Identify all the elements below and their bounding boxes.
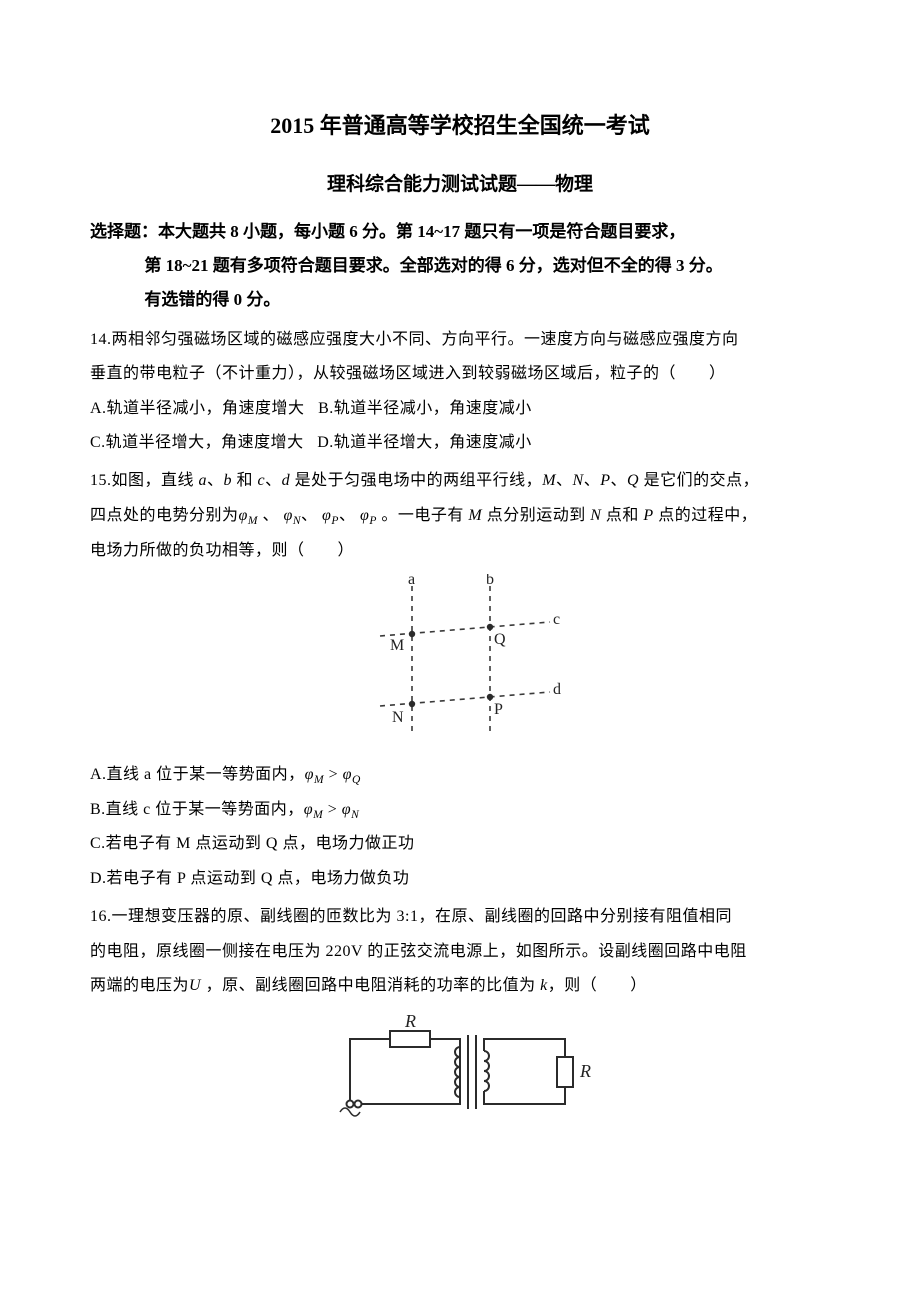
q15-P: P bbox=[600, 472, 610, 489]
q15-t7: 、 bbox=[584, 472, 601, 489]
q15-N: N bbox=[573, 472, 584, 489]
q15-c1: 、 bbox=[262, 507, 279, 524]
instructions: 选择题：本大题共 8 小题，每小题 6 分。第 14~17 题只有一项是符合题目… bbox=[90, 215, 830, 317]
q14-options-row2: C.轨道半径增大，角速度增大 D.轨道半径增大，角速度减小 bbox=[90, 426, 830, 460]
q15-optB-phiM: φ bbox=[304, 801, 313, 818]
q16-stem-line3: 两端的电压为U ，原、副线圈回路中电阻消耗的功率的比值为 k，则（ ） bbox=[90, 969, 830, 1003]
q15-diagram-svg: a b c d M Q N P bbox=[350, 574, 570, 744]
instructions-line2: 第 18~21 题有多项符合题目要求。全部选对的得 6 分，选对但不全的得 3 … bbox=[90, 249, 830, 283]
q15-fig-Q: Q bbox=[494, 631, 506, 648]
q15-fig-P: P bbox=[494, 701, 503, 718]
q15-phiP2-sub: P bbox=[369, 515, 377, 527]
q14-stem-line1: 14.两相邻匀强磁场区域的磁感应强度大小不同、方向平行。一速度方向与磁感应强度方… bbox=[90, 323, 830, 357]
question-15: 15.如图，直线 a、b 和 c、d 是处于匀强电场中的两组平行线，M、N、P、… bbox=[90, 464, 830, 896]
q15-phiN: φ bbox=[283, 507, 292, 524]
q14-options-row1: A.轨道半径减小，角速度增大 B.轨道半径减小，角速度减小 bbox=[90, 392, 830, 426]
q15-b: b bbox=[224, 472, 233, 489]
q15-c3: 、 bbox=[339, 507, 356, 524]
q16-t2: ，原、副线圈回路中电阻消耗的功率的比值为 bbox=[201, 977, 540, 994]
q15-fig-b: b bbox=[486, 574, 495, 588]
q15-a: a bbox=[199, 472, 208, 489]
q14-optA: A.轨道半径减小，角速度增大 bbox=[90, 400, 305, 417]
q15-t4: 、 bbox=[265, 472, 282, 489]
q16-circuit-svg: R R bbox=[310, 1009, 610, 1129]
q15-stem-line3: 电场力所做的负功相等，则（ ） bbox=[90, 534, 830, 568]
q15-optD: D.若电子有 P 点运动到 Q 点，电场力做负功 bbox=[90, 862, 830, 896]
q15-phiP: φ bbox=[322, 507, 331, 524]
q15-phiP-sub: P bbox=[331, 515, 339, 527]
q15-phiN-sub: N bbox=[293, 515, 301, 527]
q15-N2: N bbox=[590, 507, 601, 524]
q15-optB-sN: N bbox=[351, 809, 359, 821]
q16-figure: R R bbox=[90, 1009, 830, 1142]
q14-optC: C.轨道半径增大，角速度增大 bbox=[90, 434, 304, 451]
q15-optA-gt: > bbox=[324, 766, 343, 783]
q15-optC: C.若电子有 M 点运动到 Q 点，电场力做正功 bbox=[90, 827, 830, 861]
q15-phiP2: φ bbox=[360, 507, 369, 524]
q15-t9: 是它们的交点， bbox=[639, 472, 759, 489]
q15-optB-sM: M bbox=[313, 809, 323, 821]
q14-stem-line2: 垂直的带电粒子（不计重力），从较强磁场区域进入到较弱磁场区域后，粒子的（ ） bbox=[90, 357, 830, 391]
q15-optA-sM: M bbox=[314, 774, 324, 786]
q15-t6: 、 bbox=[556, 472, 573, 489]
q15-optB-pre: B.直线 c 位于某一等势面内， bbox=[90, 801, 304, 818]
q16-stem-line1: 16.一理想变压器的原、副线圈的匝数比为 3:1，在原、副线圈的回路中分别接有阻… bbox=[90, 900, 830, 934]
q15-stem-line2: 四点处的电势分别为φM 、 φN、 φP、 φP 。一电子有 M 点分别运动到 … bbox=[90, 499, 830, 534]
q15-s2c: 点分别运动到 bbox=[482, 507, 590, 524]
q16-stem-line2: 的电阻，原线圈一侧接在电压为 220V 的正弦交流电源上，如图所示。设副线圈回路… bbox=[90, 935, 830, 969]
question-16: 16.一理想变压器的原、副线圈的匝数比为 3:1，在原、副线圈的回路中分别接有阻… bbox=[90, 900, 830, 1143]
q15-t1: 15.如图，直线 bbox=[90, 472, 199, 489]
q15-M: M bbox=[542, 472, 556, 489]
q15-optA: A.直线 a 位于某一等势面内，φM > φQ bbox=[90, 758, 830, 793]
q15-t8: 、 bbox=[611, 472, 628, 489]
question-14: 14.两相邻匀强磁场区域的磁感应强度大小不同、方向平行。一速度方向与磁感应强度方… bbox=[90, 323, 830, 461]
instructions-line1: 选择题：本大题共 8 小题，每小题 6 分。第 14~17 题只有一项是符合题目… bbox=[90, 215, 830, 249]
exam-page: 2015 年普通高等学校招生全国统一考试 理科综合能力测试试题——物理 选择题：… bbox=[0, 0, 920, 1302]
q15-optB-phiN: φ bbox=[342, 801, 351, 818]
q15-optA-phiM: φ bbox=[305, 766, 314, 783]
q15-s2e: 点的过程中， bbox=[654, 507, 758, 524]
q15-optA-pre: A.直线 a 位于某一等势面内， bbox=[90, 766, 305, 783]
q15-t3: 和 bbox=[232, 472, 258, 489]
q15-s2d: 点和 bbox=[601, 507, 643, 524]
q15-optB: B.直线 c 位于某一等势面内，φM > φN bbox=[90, 793, 830, 828]
q15-Q: Q bbox=[627, 472, 639, 489]
q15-s2a: 四点处的电势分别为 bbox=[90, 507, 239, 524]
q15-phiM: φ bbox=[239, 507, 248, 524]
q15-optA-phiQ: φ bbox=[343, 766, 352, 783]
q15-M2: M bbox=[468, 507, 482, 524]
q14-optB: B.轨道半径减小，角速度减小 bbox=[318, 400, 532, 417]
q15-fig-c: c bbox=[553, 611, 561, 628]
instructions-line3: 有选错的得 0 分。 bbox=[90, 283, 830, 317]
q15-fig-M: M bbox=[390, 637, 405, 654]
q15-c2: 、 bbox=[301, 507, 318, 524]
q16-fig-R1: R bbox=[404, 1011, 417, 1031]
q16-t1: 两端的电压为 bbox=[90, 977, 189, 994]
q15-s2b: 。一电子有 bbox=[381, 507, 468, 524]
q15-P2: P bbox=[643, 507, 653, 524]
q15-fig-a: a bbox=[408, 574, 416, 588]
q16-t3: ，则（ ） bbox=[548, 977, 647, 994]
q16-k: k bbox=[540, 977, 548, 994]
page-subtitle: 理科综合能力测试试题——物理 bbox=[90, 167, 830, 203]
q15-fig-N: N bbox=[392, 709, 404, 726]
q15-optB-gt: > bbox=[323, 801, 342, 818]
q15-t2: 、 bbox=[207, 472, 224, 489]
q15-phiM-sub: M bbox=[248, 515, 258, 527]
page-title: 2015 年普通高等学校招生全国统一考试 bbox=[90, 105, 830, 147]
q15-fig-d: d bbox=[553, 681, 562, 698]
q16-U: U bbox=[189, 977, 201, 994]
q15-optA-sQ: Q bbox=[352, 774, 361, 786]
q15-c: c bbox=[258, 472, 266, 489]
q14-optD: D.轨道半径增大，角速度减小 bbox=[317, 434, 532, 451]
q15-d: d bbox=[282, 472, 291, 489]
q15-figure: a b c d M Q N P bbox=[90, 574, 830, 757]
q15-stem-line1: 15.如图，直线 a、b 和 c、d 是处于匀强电场中的两组平行线，M、N、P、… bbox=[90, 464, 830, 498]
q15-t5: 是处于匀强电场中的两组平行线， bbox=[290, 472, 542, 489]
q16-fig-R2: R bbox=[579, 1061, 592, 1081]
